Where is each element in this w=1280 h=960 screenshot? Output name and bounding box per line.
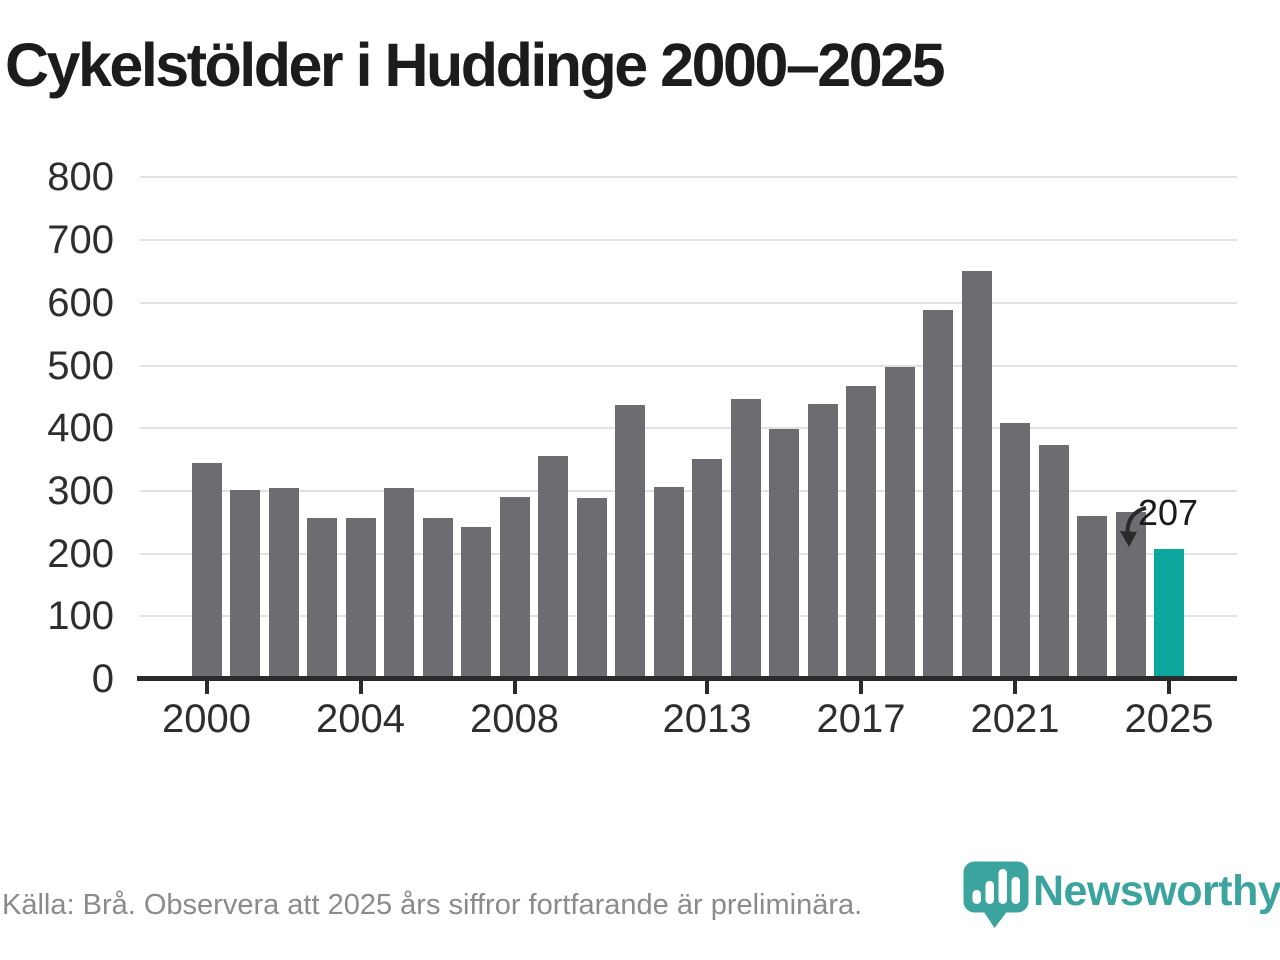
- gridline-100: [140, 615, 1237, 618]
- bar-2002: [268, 488, 299, 679]
- newsworthy-pin-icon: [963, 861, 1029, 934]
- x-axis-tick-2017: [859, 681, 863, 694]
- y-axis-label-0: 0: [91, 657, 114, 701]
- gridline-500: [140, 364, 1237, 367]
- bar-2013: [692, 458, 722, 679]
- chart-title: Cykelstölder i Huddinge 2000–2025: [5, 31, 946, 99]
- bar-2020: [961, 270, 992, 679]
- bar-2005: [384, 487, 414, 679]
- data-label-2025: 207: [1137, 492, 1199, 533]
- x-axis-tick-2013: [705, 681, 709, 694]
- bar-2021: [1000, 423, 1030, 679]
- x-axis-label-2008: 2008: [470, 697, 559, 741]
- y-axis-label-800: 800: [47, 155, 114, 200]
- bar-2006: [422, 517, 453, 679]
- x-axis-label-2004: 2004: [316, 697, 405, 741]
- x-axis-tick-2025: [1167, 681, 1171, 694]
- bar-2003: [307, 517, 337, 679]
- bar-2011: [615, 405, 645, 679]
- x-axis-tick-2008: [512, 681, 517, 694]
- x-axis-label-2000: 2000: [162, 697, 251, 741]
- bar-2018: [884, 367, 915, 679]
- y-axis-label-100: 100: [47, 594, 114, 639]
- bar-2014: [730, 399, 761, 679]
- bar-2007: [461, 527, 491, 679]
- bar-2001: [230, 489, 260, 679]
- x-axis-tick-2000: [204, 681, 209, 694]
- x-axis-label-2013: 2013: [662, 697, 752, 741]
- source-note: Källa: Brå. Observera att 2025 års siffr…: [2, 889, 863, 921]
- x-axis-line: [137, 676, 1237, 681]
- newsworthy-wordmark: Newsworthy: [1033, 867, 1280, 915]
- bar-2023: [1077, 515, 1107, 679]
- bar-2009: [538, 456, 568, 679]
- bar-2008: [499, 497, 530, 679]
- data-label-arrow-icon: [1117, 504, 1149, 555]
- bar-2022: [1038, 445, 1069, 679]
- bar-2019: [923, 310, 953, 679]
- gridline-400: [140, 427, 1237, 430]
- bar-2012: [653, 487, 684, 679]
- bar-2010: [576, 498, 607, 679]
- bar-2016: [807, 404, 838, 679]
- gridline-300: [140, 489, 1237, 492]
- y-axis-label-300: 300: [47, 468, 114, 513]
- gridline-200: [140, 552, 1237, 555]
- y-axis-label-400: 400: [47, 406, 114, 451]
- x-axis-label-2017: 2017: [816, 697, 906, 741]
- gridline-700: [140, 239, 1237, 242]
- x-axis-label-2021: 2021: [970, 697, 1060, 741]
- bar-2004: [345, 517, 376, 679]
- x-axis-tick-2004: [358, 681, 363, 694]
- gridline-600: [140, 301, 1237, 304]
- y-axis-label-600: 600: [47, 280, 114, 325]
- bar-2017: [846, 386, 876, 679]
- x-axis-tick-2021: [1013, 681, 1017, 694]
- y-axis-label-500: 500: [47, 343, 114, 388]
- bar-2000: [191, 462, 222, 679]
- bar-2015: [769, 429, 799, 679]
- y-axis-label-700: 700: [47, 218, 114, 263]
- y-axis-label-200: 200: [47, 531, 114, 576]
- bar-2025: [1154, 549, 1184, 679]
- x-axis-label-2025: 2025: [1124, 697, 1214, 741]
- gridline-800: [140, 176, 1237, 179]
